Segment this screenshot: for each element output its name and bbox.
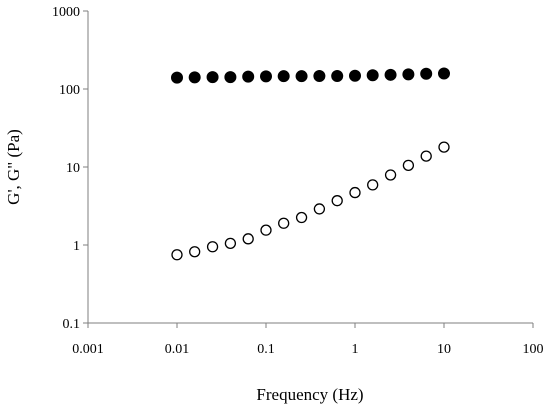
data-point-filled — [260, 70, 272, 83]
data-point-open — [206, 241, 219, 253]
x-tick-label: 1 — [352, 342, 359, 357]
data-point-open — [402, 159, 415, 171]
data-point-open — [224, 237, 237, 249]
data-point-filled — [277, 70, 290, 83]
data-point-filled — [295, 70, 308, 83]
data-point-open — [420, 150, 432, 162]
data-point-filled — [420, 67, 433, 80]
data-point-filled — [331, 69, 344, 82]
y-tick-label: 10 — [66, 161, 80, 176]
data-point-open — [260, 224, 272, 236]
data-point-open — [189, 246, 201, 258]
x-tick-label: 0.1 — [257, 342, 275, 357]
y-axis-title: G', G" (Pa) — [4, 129, 23, 205]
data-point-filled — [313, 69, 326, 82]
x-axis-title: Frequency (Hz) — [256, 385, 363, 404]
axis-ticks: 0.001 0.01 0.1 1 10 100 0.1 1 10 100 1000 — [52, 5, 544, 357]
data-point-filled — [188, 71, 201, 84]
y-tick-label: 1 — [73, 239, 80, 254]
x-tick-label: 0.01 — [165, 342, 190, 357]
y-tick-label: 1000 — [52, 5, 80, 20]
data-point-filled — [438, 67, 450, 80]
data-markers — [171, 67, 450, 261]
data-point-open — [295, 211, 308, 224]
x-tick-label: 100 — [523, 342, 544, 357]
data-point-open — [349, 186, 361, 199]
data-point-filled — [206, 71, 219, 84]
x-tick-label: 0.001 — [72, 342, 104, 357]
data-point-open — [438, 141, 450, 153]
data-point-open — [278, 217, 290, 229]
data-point-filled — [171, 71, 183, 84]
data-point-filled — [224, 71, 237, 84]
data-point-open — [171, 249, 183, 261]
data-point-open — [331, 195, 343, 207]
x-tick-label: 10 — [437, 342, 451, 357]
y-tick-label: 0.1 — [63, 317, 81, 332]
data-point-filled — [384, 68, 397, 81]
data-point-open — [384, 169, 397, 181]
data-point-open — [242, 233, 254, 245]
data-point-filled — [349, 69, 361, 82]
data-point-filled — [402, 68, 415, 81]
data-point-filled — [242, 70, 255, 83]
data-point-open — [367, 179, 379, 191]
y-tick-label: 100 — [59, 83, 80, 98]
data-point-filled — [366, 69, 379, 82]
data-point-open — [313, 203, 326, 215]
plot-area — [87, 11, 533, 324]
